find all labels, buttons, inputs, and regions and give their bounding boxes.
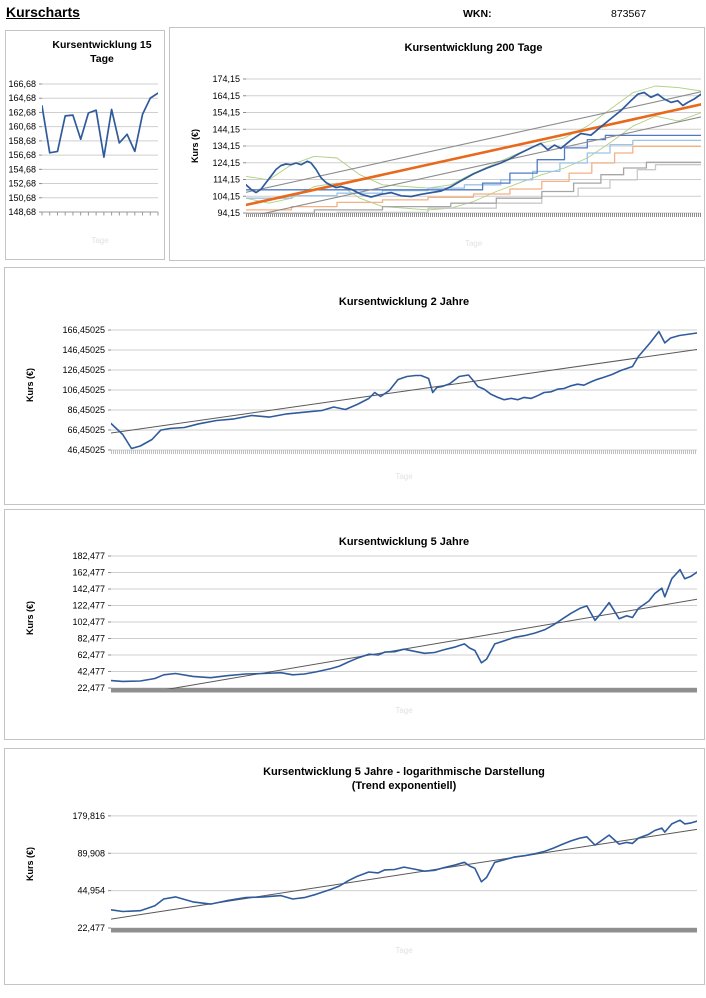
svg-text:162,68: 162,68 [8, 107, 36, 117]
chart-panel-2-jahre: Kursentwicklung 2 Jahre Kurs (€) 166,450… [4, 267, 705, 505]
svg-text:126,45025: 126,45025 [62, 365, 105, 375]
chart-title-200-tage: Kursentwicklung 200 Tage [404, 42, 543, 54]
chart-svg: 174,15 164,15 154,15 144,15 134,15 124,15 114,… [212, 74, 701, 248]
chart-title-5-jahre-log: Kursentwicklung 5 Jahre - logarithmische… [263, 766, 545, 778]
svg-text:154,68: 154,68 [8, 164, 36, 174]
svg-text:94,15: 94,15 [217, 208, 240, 218]
svg-text:179,816: 179,816 [72, 811, 105, 821]
svg-text:62,477: 62,477 [77, 650, 105, 660]
svg-text:158,68: 158,68 [8, 136, 36, 146]
svg-text:166,45025: 166,45025 [62, 325, 105, 335]
svg-text:106,45025: 106,45025 [62, 385, 105, 395]
svg-text:142,477: 142,477 [72, 584, 105, 594]
chart-title-2-jahre: Kursentwicklung 2 Jahre [338, 296, 470, 308]
svg-text:146,45025: 146,45025 [62, 345, 105, 355]
chart-svg: 179,816 89,908 44,954 22,477 Tage [72, 811, 697, 955]
chart-canvas-5-jahre: 182,477 162,477 142,477 122,477 102,477 82,47… [5, 510, 704, 739]
chart-title-15-tage: Kursentwicklung 15 Tage [52, 39, 152, 65]
y-axis-label-2-jahre: Kurs (€) [25, 367, 35, 403]
svg-text:114,15: 114,15 [213, 175, 240, 185]
chart-panel-200-tage: Kursentwicklung 200 Tage Kurs (€) 174,15… [169, 27, 705, 261]
chart-canvas-200-tage: 174,15 164,15 154,15 144,15 134,15 124,15 114,… [170, 28, 704, 260]
svg-text:124,15: 124,15 [212, 158, 240, 168]
wkn-value: 873567 [611, 8, 647, 20]
svg-text:162,477: 162,477 [72, 568, 105, 578]
chart-canvas-5-jahre-log: 179,816 89,908 44,954 22,477 Tage [5, 749, 704, 984]
chart-svg: 182,477 162,477 142,477 122,477 102,477 82,47… [72, 551, 697, 715]
chart-panel-5-jahre: Kursentwicklung 5 Jahre Kurs (€) 182,477… [4, 509, 705, 740]
svg-text:Tage: Tage [395, 706, 413, 715]
svg-text:104,15: 104,15 [212, 191, 240, 201]
svg-text:144,15: 144,15 [212, 124, 240, 134]
svg-text:82,477: 82,477 [77, 634, 105, 644]
page-title: Kurscharts [6, 4, 80, 20]
svg-text:44,954: 44,954 [77, 886, 105, 896]
chart-subtitle-5-jahre-log: (Trend exponentiell) [351, 780, 457, 792]
wkn-label: WKN: [463, 8, 492, 20]
chart-title-5-jahre: Kursentwicklung 5 Jahre [338, 536, 470, 548]
chart-panel-15-tage: Kursentwicklung 15 Tage 166,68 164,68 162,… [5, 30, 165, 260]
svg-text:122,477: 122,477 [72, 601, 105, 611]
svg-text:164,68: 164,68 [8, 93, 36, 103]
svg-text:182,477: 182,477 [72, 551, 105, 561]
chart-panel-5-jahre-log: Kursentwicklung 5 Jahre - logarithmische… [4, 748, 705, 985]
svg-text:150,68: 150,68 [8, 193, 36, 203]
svg-text:160,68: 160,68 [8, 122, 36, 132]
svg-text:156,68: 156,68 [8, 150, 36, 160]
svg-text:154,15: 154,15 [212, 108, 240, 118]
chart-canvas-15-tage: 166,68 164,68 162,68 160,68 158,68 156,68 154,… [6, 31, 164, 259]
y-axis-label-5-jahre: Kurs (€) [25, 600, 35, 636]
svg-text:22,477: 22,477 [77, 923, 105, 933]
svg-text:89,908: 89,908 [77, 848, 105, 858]
y-axis-label-5-jahre-log: Kurs (€) [25, 846, 35, 882]
chart-svg: 166,68 164,68 162,68 160,68 158,68 156,68 154,… [8, 79, 159, 245]
svg-text:174,15: 174,15 [212, 74, 240, 84]
svg-text:Tage: Tage [91, 236, 109, 245]
svg-text:152,68: 152,68 [8, 179, 36, 189]
svg-text:148,68: 148,68 [8, 207, 36, 217]
svg-text:22,477: 22,477 [77, 683, 105, 693]
svg-text:Tage: Tage [395, 946, 413, 955]
y-axis-label-200-tage: Kurs (€) [190, 128, 200, 164]
svg-text:166,68: 166,68 [8, 79, 36, 89]
svg-text:42,477: 42,477 [77, 667, 105, 677]
svg-text:164,15: 164,15 [212, 91, 240, 101]
svg-text:102,477: 102,477 [72, 617, 105, 627]
svg-text:134,15: 134,15 [212, 141, 240, 151]
chart-svg: 166,45025 146,45025 126,45025 106,45025 86,4… [62, 325, 697, 481]
svg-text:Tage: Tage [395, 472, 413, 481]
chart-canvas-2-jahre: 166,45025 146,45025 126,45025 106,45025 86,4… [5, 268, 704, 504]
svg-text:46,45025: 46,45025 [67, 445, 105, 455]
svg-text:Tage: Tage [465, 239, 483, 248]
svg-text:86,45025: 86,45025 [67, 405, 105, 415]
svg-text:66,45025: 66,45025 [67, 425, 105, 435]
